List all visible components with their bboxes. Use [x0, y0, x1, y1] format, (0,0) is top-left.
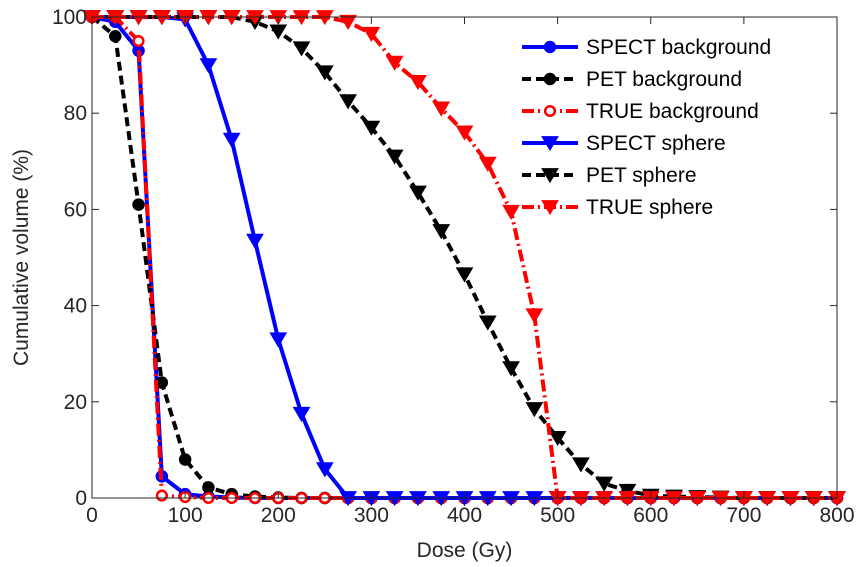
data-point-true-sphere — [409, 75, 427, 91]
legend-item-spect-sphere: SPECT sphere — [522, 132, 726, 155]
data-point-true-sphere — [432, 101, 451, 117]
y-tick-label: 60 — [64, 198, 87, 221]
data-point-pet-sphere — [548, 430, 567, 447]
legend-marker-spect-sphere — [541, 136, 559, 152]
data-point-spect-sphere — [315, 462, 334, 478]
y-tick-label: 20 — [64, 391, 87, 414]
data-point-pet-background — [109, 29, 122, 43]
data-point-pet-sphere — [315, 65, 334, 81]
data-point-pet-sphere — [525, 402, 544, 418]
data-point-true-sphere — [339, 14, 357, 30]
data-point-pet-sphere — [595, 476, 614, 492]
data-point-spect-sphere — [246, 233, 264, 249]
legend-item-spect-background: SPECT background — [522, 36, 771, 59]
data-point-true-background — [132, 35, 145, 48]
y-tick-label: 80 — [64, 102, 87, 125]
legend-label-true-background: TRUE background — [586, 100, 759, 123]
legend-marker-spect-background — [543, 40, 557, 54]
data-point-pet-sphere — [455, 267, 474, 283]
legend-marker-true-sphere — [541, 200, 559, 216]
data-point-true-sphere — [362, 26, 381, 43]
x-tick-label: 400 — [447, 504, 482, 527]
legend-marker-pet-sphere — [541, 168, 559, 184]
legend-item-pet-sphere: PET sphere — [522, 164, 697, 187]
x-tick-label: 0 — [86, 504, 98, 527]
x-tick-label: 300 — [354, 504, 389, 527]
data-point-spect-sphere — [199, 58, 218, 74]
legend: SPECT background PET background TRUE backg… — [522, 36, 771, 219]
legend-label-spect-sphere: SPECT sphere — [586, 132, 726, 155]
y-tick-label: 40 — [64, 295, 87, 318]
axis-tick-labels: 0 100 200 300 400 500 600 700 800 0 20 40 60 80 100 — [52, 6, 855, 527]
data-point-pet-sphere — [432, 224, 451, 240]
y-tick-label: 0 — [75, 487, 87, 510]
x-tick-label: 600 — [633, 504, 668, 527]
x-tick-label: 100 — [168, 504, 203, 527]
legend-marker-true-background — [543, 104, 557, 118]
x-tick-label: 800 — [819, 504, 854, 527]
y-tick-label: 100 — [52, 6, 87, 29]
legend-item-true-sphere: TRUE sphere — [522, 196, 713, 219]
legend-label-pet-background: PET background — [586, 68, 742, 91]
x-tick-label: 200 — [261, 504, 296, 527]
data-point-spect-sphere — [222, 132, 241, 148]
legend-marker-pet-background — [543, 72, 557, 86]
data-point-true-sphere — [525, 308, 544, 324]
data-point-pet-sphere — [502, 361, 520, 377]
data-point-pet-sphere — [292, 41, 311, 57]
legend-item-pet-background: PET background — [522, 68, 742, 91]
data-point-spect-sphere — [269, 332, 288, 348]
data-point-pet-sphere — [385, 149, 404, 165]
data-point-true-sphere — [478, 156, 497, 172]
data-point-pet-background — [132, 198, 145, 211]
legend-label-true-sphere: TRUE sphere — [586, 196, 713, 219]
data-point-pet-sphere — [362, 120, 381, 136]
legend-label-spect-background: SPECT background — [586, 36, 771, 59]
x-tick-label: 500 — [540, 504, 575, 527]
legend-item-true-background: TRUE background — [522, 100, 759, 123]
data-point-pet-sphere — [478, 315, 497, 331]
data-point-pet-background — [178, 453, 192, 466]
data-point-true-sphere — [502, 204, 520, 220]
x-tick-label: 700 — [726, 504, 761, 527]
data-point-true-sphere — [455, 125, 474, 141]
data-point-pet-sphere — [409, 185, 427, 201]
data-point-true-sphere — [385, 55, 404, 71]
data-point-spect-sphere — [292, 406, 311, 423]
x-axis-label: Dose (Gy) — [417, 539, 513, 562]
data-point-pet-sphere — [572, 457, 590, 473]
data-point-true-background — [155, 489, 168, 502]
axis-ticks — [91, 16, 838, 499]
y-axis-label: Cumulative volume (%) — [10, 149, 33, 366]
data-point-pet-background — [202, 481, 215, 494]
data-point-pet-sphere — [339, 94, 357, 110]
legend-label-pet-sphere: PET sphere — [586, 164, 697, 187]
